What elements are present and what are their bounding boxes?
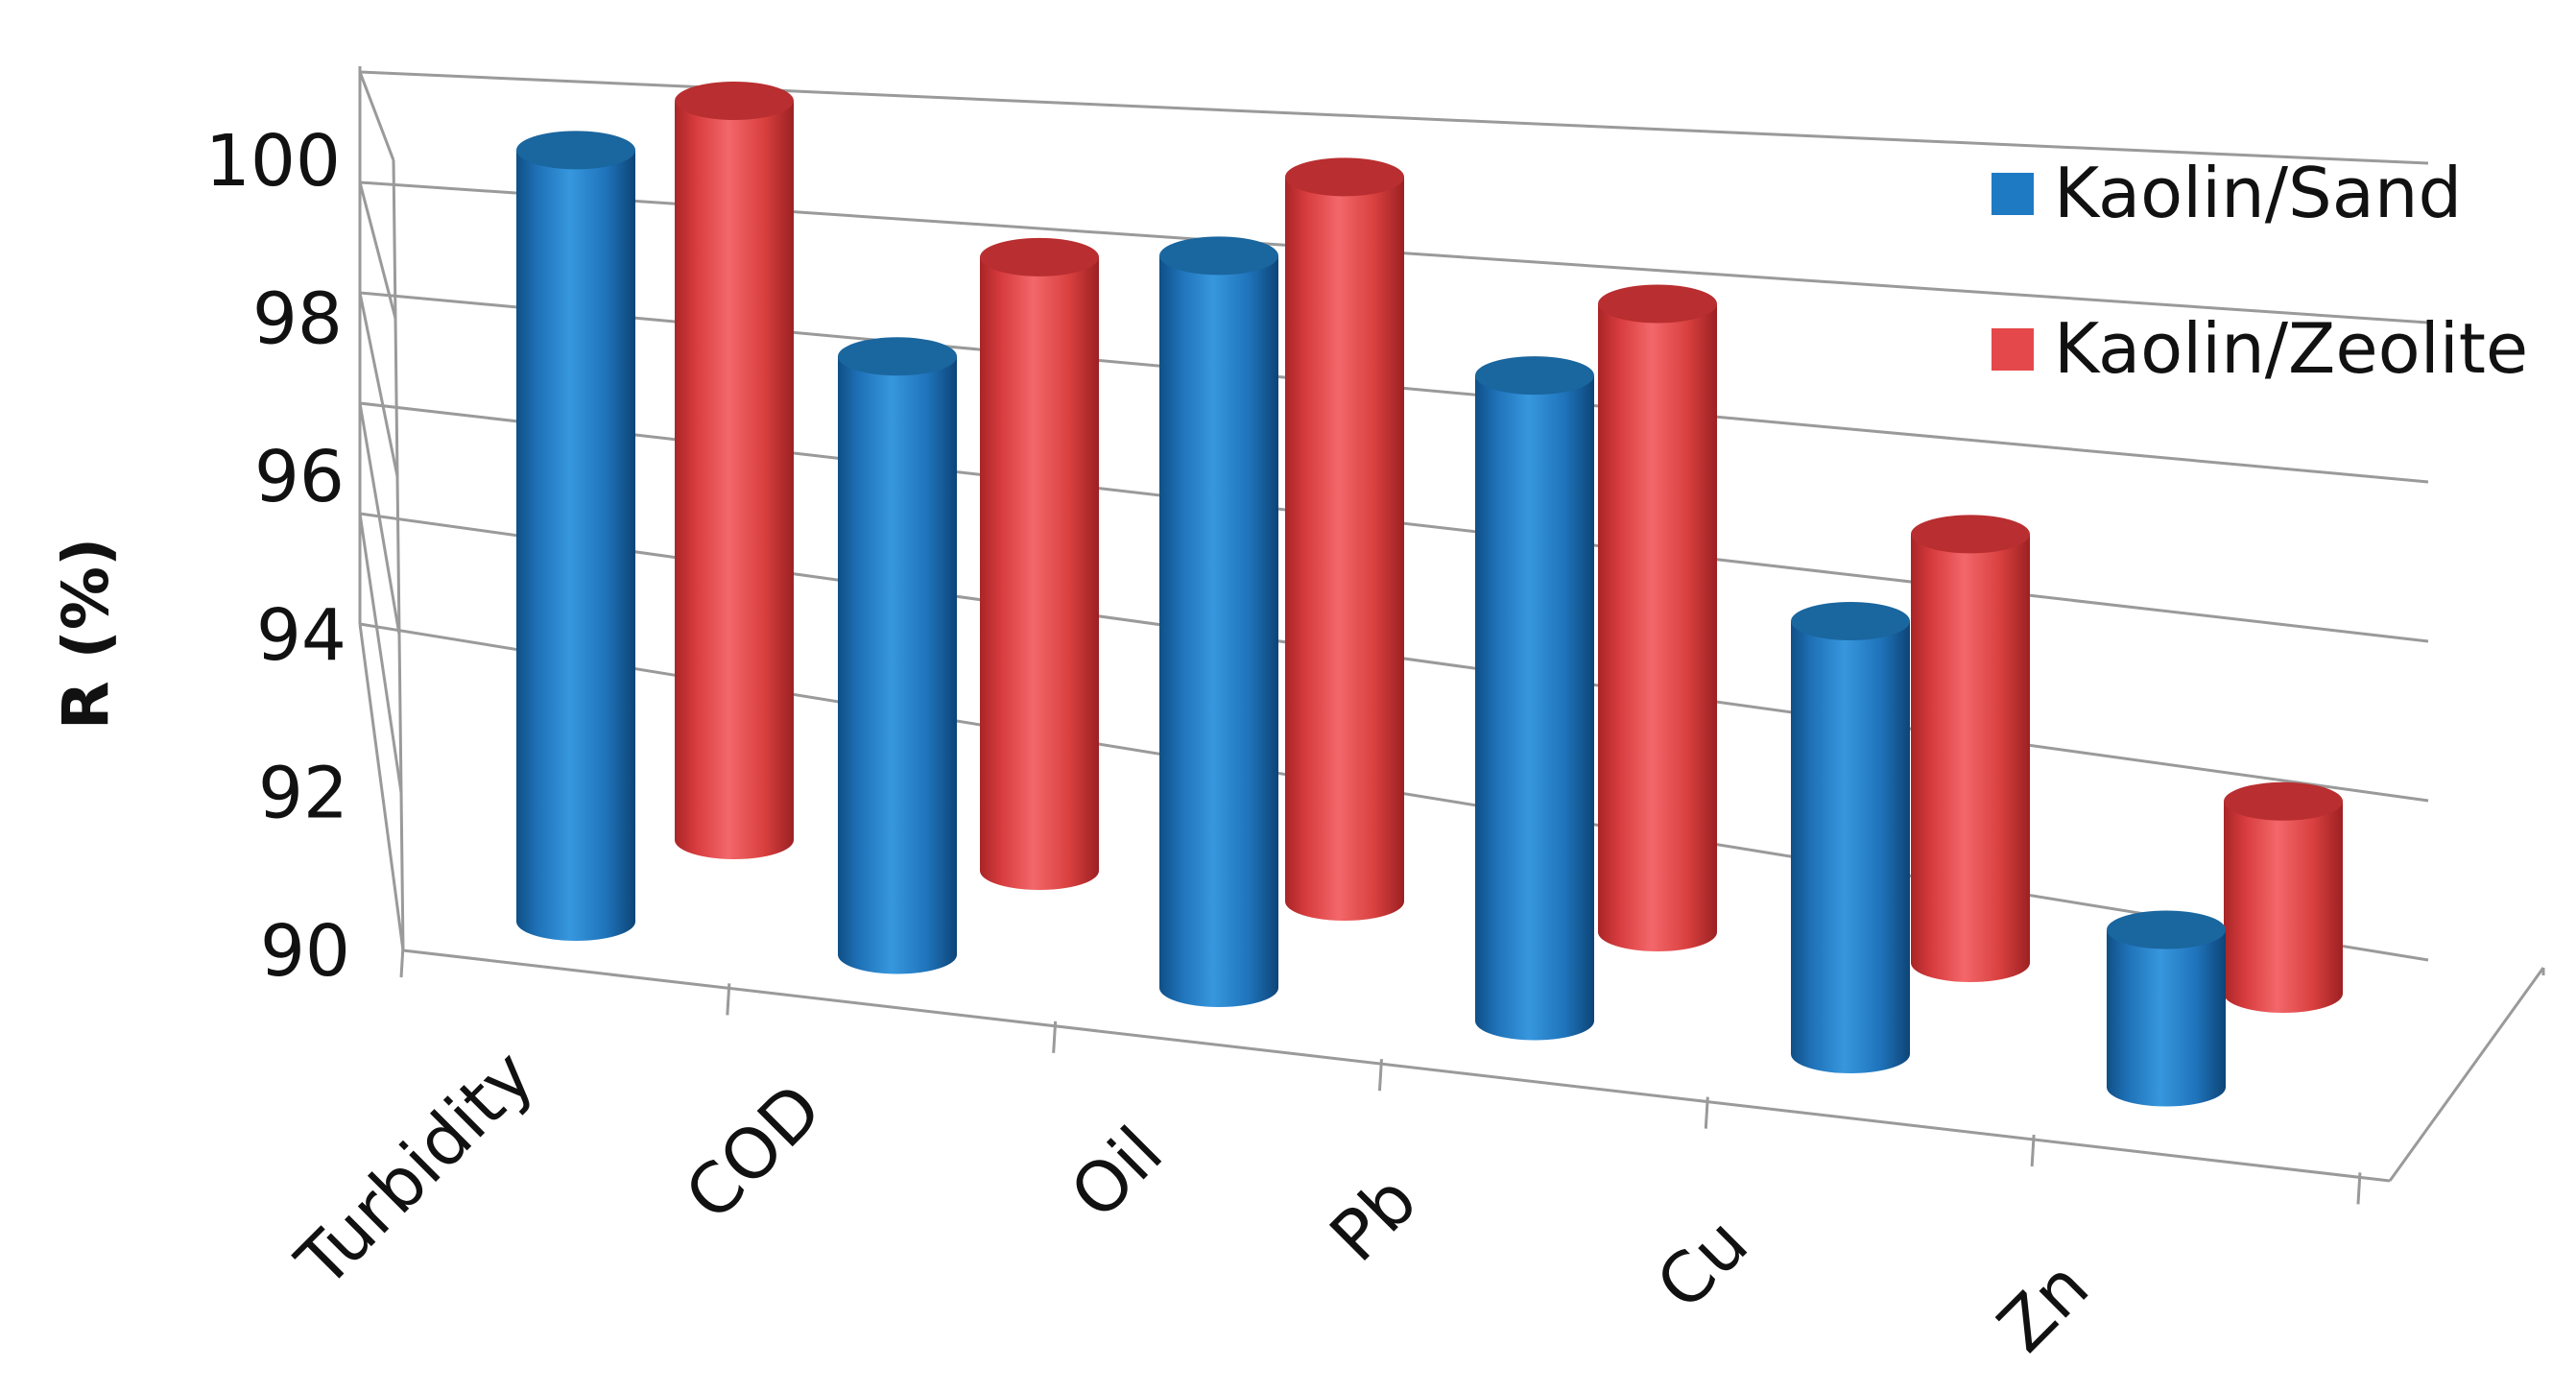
legend-swatch-kaolin-zeolite bbox=[1992, 328, 2034, 371]
bar-zn-kaolin-sand-body bbox=[2107, 929, 2226, 1107]
x-tick-label: Zn bbox=[1982, 1246, 2104, 1368]
bars bbox=[516, 82, 2343, 1107]
legend-label-kaolin-sand: Kaolin/Sand bbox=[2054, 153, 2462, 233]
y-tick-label: 100 bbox=[205, 120, 341, 203]
bar-pb-kaolin-sand bbox=[1475, 356, 1594, 1041]
x-tick bbox=[726, 983, 731, 1016]
bar-cu-kaolin-sand-body bbox=[1791, 621, 1910, 1073]
legend-swatch-kaolin-sand bbox=[1992, 173, 2034, 215]
bar-cu-kaolin-sand-top bbox=[1791, 602, 1910, 640]
bar-pb-kaolin-sand-top bbox=[1475, 356, 1594, 396]
bar-turbidity-kaolin-sand-body bbox=[516, 150, 635, 941]
legend-label-kaolin-zeolite: Kaolin/Zeolite bbox=[2054, 308, 2528, 389]
bar-oil-kaolin-sand-body bbox=[1159, 255, 1278, 1007]
bar-oil-kaolin-zeolite-body bbox=[1285, 177, 1404, 921]
bar-oil-kaolin-sand-top bbox=[1159, 236, 1278, 276]
bar-turbidity-kaolin-sand-top bbox=[516, 131, 635, 170]
bar-zn-kaolin-sand bbox=[2107, 910, 2226, 1107]
x-tick bbox=[1052, 1021, 1058, 1053]
x-tick-label: Turbidity bbox=[280, 1035, 549, 1304]
x-tick-label: Oil bbox=[1055, 1112, 1178, 1235]
y-tick-label: 90 bbox=[260, 910, 350, 993]
bar-pb-kaolin-sand-body bbox=[1475, 375, 1594, 1041]
bar-cod-kaolin-zeolite-top bbox=[980, 237, 1099, 276]
bar-cod-kaolin-sand-top bbox=[838, 337, 957, 376]
x-tick bbox=[2356, 1172, 2362, 1205]
y-tick-label: 94 bbox=[256, 594, 346, 677]
bar-turbidity-kaolin-zeolite-body bbox=[675, 101, 794, 859]
gridline bbox=[359, 70, 2429, 165]
x-tick-label: Cu bbox=[1641, 1203, 1763, 1325]
x-tick bbox=[399, 945, 405, 978]
axes bbox=[358, 66, 2545, 1205]
x-tick-label: COD bbox=[670, 1069, 837, 1236]
x-tick-label: Pb bbox=[1315, 1160, 1432, 1277]
bar-cu-kaolin-zeolite bbox=[1911, 515, 2030, 982]
bar-pb-kaolin-zeolite-top bbox=[1598, 284, 1717, 324]
bar-cod-kaolin-zeolite-body bbox=[980, 256, 1099, 890]
bar-cu-kaolin-zeolite-top bbox=[1911, 515, 2030, 554]
bar-zn-kaolin-zeolite-top bbox=[2224, 781, 2343, 821]
gridline-side bbox=[358, 71, 395, 161]
y-axis-tick-labels: 90 92 94 96 98 100 bbox=[205, 120, 350, 993]
bar-oil-kaolin-zeolite-top bbox=[1285, 157, 1404, 197]
bar-pb-kaolin-zeolite-body bbox=[1598, 303, 1717, 951]
bar-cod-kaolin-sand bbox=[838, 337, 957, 974]
y-axis-label: R (%) bbox=[49, 538, 123, 730]
bar-cu-kaolin-sand bbox=[1791, 602, 1910, 1073]
gridline-side bbox=[358, 292, 399, 477]
y-tick-label: 96 bbox=[254, 436, 345, 518]
bar-turbidity-kaolin-zeolite bbox=[675, 82, 794, 859]
x-tick bbox=[1704, 1096, 1709, 1129]
x-axis-category-labels: Turbidity COD Oil Pb Cu Zn bbox=[280, 1035, 2104, 1368]
bar-cod-kaolin-sand-body bbox=[838, 356, 957, 974]
legend: Kaolin/Sand Kaolin/Zeolite bbox=[1992, 153, 2528, 389]
bar-oil-kaolin-sand bbox=[1159, 236, 1278, 1007]
gridline-side bbox=[358, 623, 405, 951]
x-axis-line bbox=[402, 949, 2391, 1183]
y-axis-line bbox=[392, 159, 405, 951]
bar-zn-kaolin-zeolite bbox=[2224, 781, 2343, 1013]
gridline-side bbox=[358, 181, 397, 319]
x-tick bbox=[1377, 1059, 1383, 1092]
bar-pb-kaolin-zeolite bbox=[1598, 284, 1717, 951]
bar-turbidity-kaolin-sand bbox=[516, 131, 635, 941]
bar-cu-kaolin-zeolite-body bbox=[1911, 534, 2030, 982]
bar-oil-kaolin-zeolite bbox=[1285, 157, 1404, 921]
floor-right-edge bbox=[2388, 967, 2545, 1182]
y-tick-label: 98 bbox=[252, 278, 343, 361]
bar-cod-kaolin-zeolite bbox=[980, 237, 1099, 890]
gridline-side bbox=[358, 513, 403, 793]
bar-zn-kaolin-zeolite-body bbox=[2224, 801, 2343, 1013]
x-tick bbox=[2030, 1134, 2036, 1167]
gridline-side bbox=[358, 402, 401, 636]
bar-zn-kaolin-sand-top bbox=[2107, 910, 2226, 949]
y-tick-label: 92 bbox=[258, 752, 348, 834]
bar-turbidity-kaolin-zeolite-top bbox=[675, 82, 794, 120]
